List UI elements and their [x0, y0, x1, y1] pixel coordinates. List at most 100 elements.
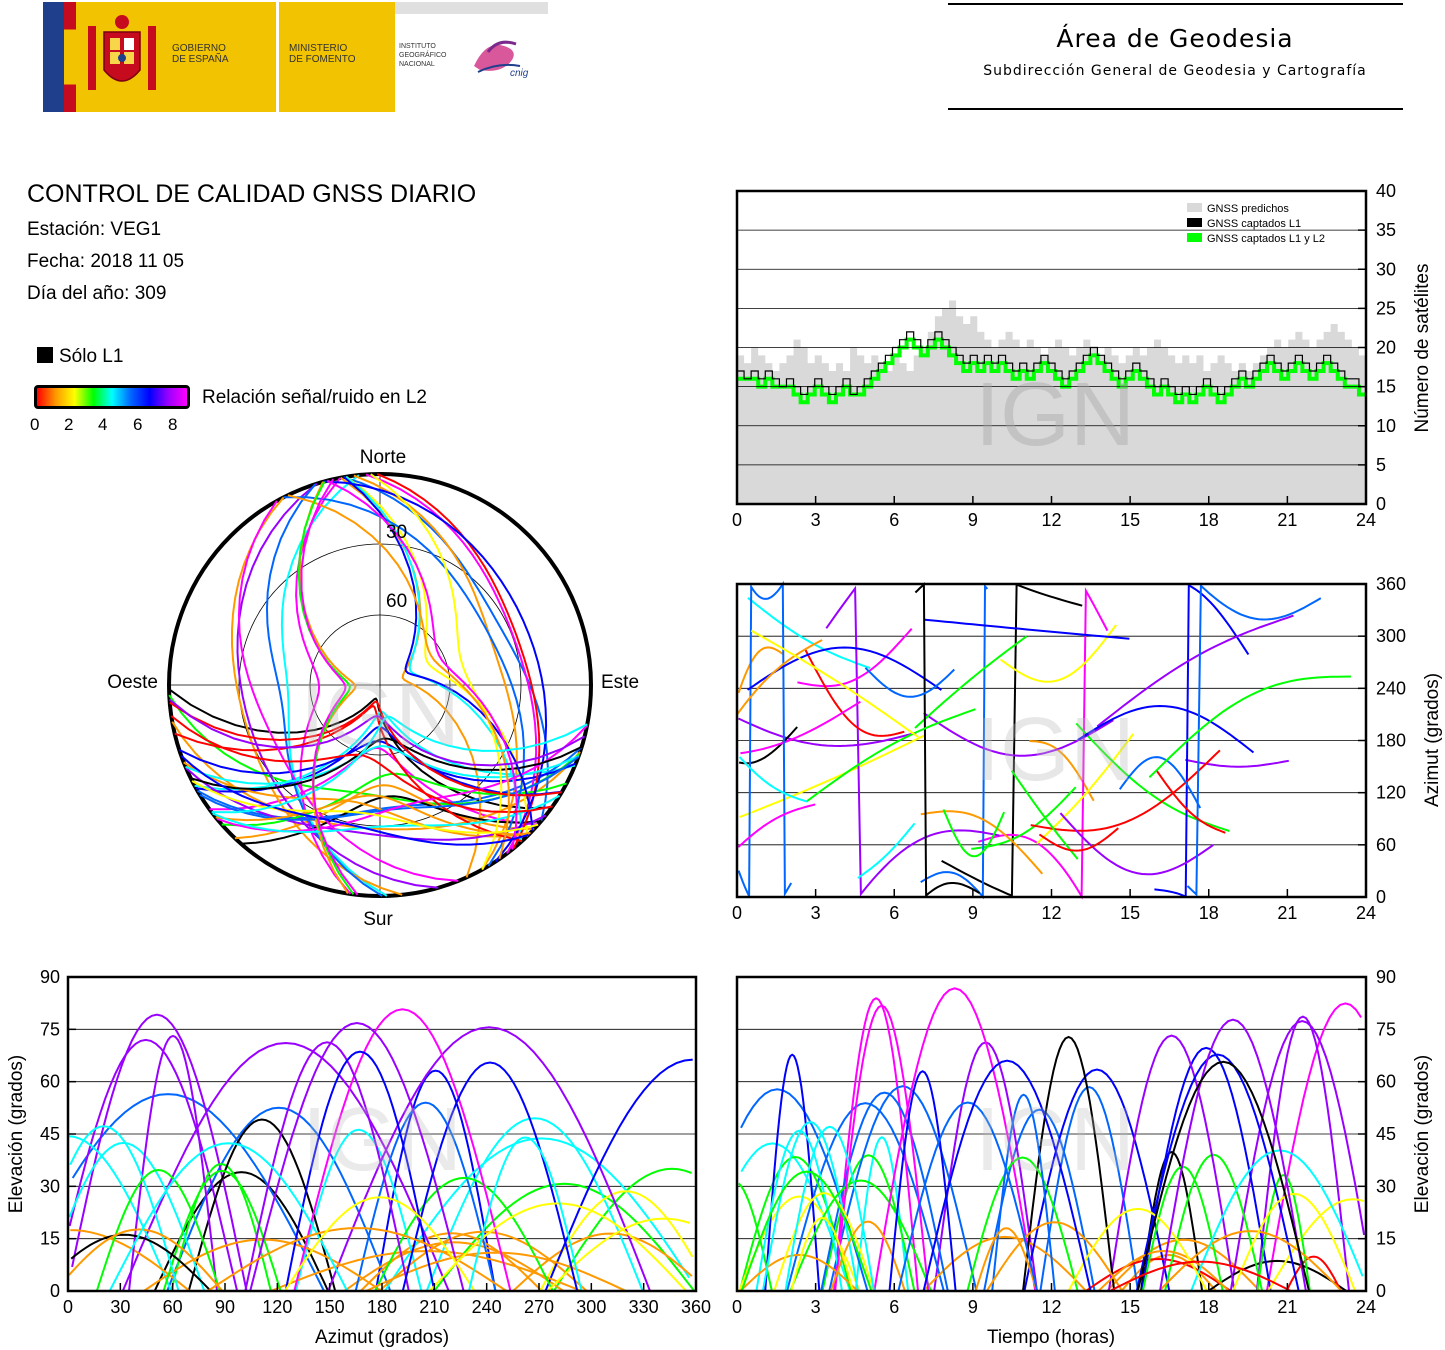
- ministry-name: MINISTERIO DE FOMENTO: [289, 43, 355, 65]
- y-tick-label: 240: [1376, 678, 1406, 698]
- azimuth-track: [857, 822, 916, 879]
- sat-ylabel: Número de satélites: [1412, 264, 1433, 433]
- elevation-time-track: [1067, 1207, 1208, 1292]
- elevation-azimuth-track: [108, 1142, 349, 1292]
- elevation-time-track: [991, 1093, 1056, 1292]
- eu-flag-strip: [43, 2, 64, 112]
- y-tick-label: 20: [1376, 338, 1396, 358]
- x-tick-label: 3: [811, 510, 821, 530]
- elevation-time-track: [784, 1125, 875, 1292]
- x-tick-label: 12: [1041, 510, 1061, 530]
- y-tick-label: 120: [1376, 783, 1406, 803]
- sky-track: [234, 784, 535, 840]
- azimuth-track: [738, 717, 917, 748]
- elevation-time-track: [1107, 1034, 1236, 1292]
- azimuth-track: [806, 708, 976, 803]
- elevation-azimuth-track: [401, 1061, 579, 1292]
- elaz-watermark: IGN: [302, 1090, 462, 1190]
- elevation-time-track: [1255, 1015, 1350, 1292]
- y-tick-label: 40: [1376, 181, 1396, 201]
- azimuth-track: [825, 585, 1000, 897]
- direction-west: Oeste: [107, 672, 158, 693]
- logo-divider: [276, 2, 279, 112]
- sky-track: [370, 473, 503, 870]
- elt-xlabel: Tiempo (horas): [987, 1327, 1115, 1348]
- sky-track: [169, 700, 562, 797]
- elevation-azimuth-track: [166, 1106, 392, 1292]
- elevation-azimuth-track: [365, 1251, 627, 1292]
- ign-line3: NACIONAL: [399, 61, 435, 68]
- x-tick-label: 24: [1356, 510, 1376, 530]
- snr-tick-0: 0: [30, 415, 40, 434]
- elt-y-ticks: 0 15 30 45 60 75 90: [1358, 967, 1396, 1301]
- azimuth-track: [804, 649, 905, 737]
- elevation-time-track: [740, 1170, 873, 1292]
- y-tick-label: 15: [1376, 1229, 1396, 1249]
- series-predicted-area: [737, 300, 1366, 504]
- elevation-azimuth-track: [70, 1229, 191, 1292]
- snr-label: Relación señal/ruido en L2: [202, 387, 427, 408]
- azimuth-track: [1059, 812, 1214, 876]
- snr-tick-8: 8: [168, 415, 178, 434]
- header-top-rule: [948, 3, 1403, 5]
- y-tick-label: 0: [1376, 1281, 1386, 1301]
- sat-series: [737, 300, 1366, 504]
- x-tick-label: 3: [811, 903, 821, 923]
- sky-track: [343, 476, 534, 831]
- elevation-time-track: [1120, 1253, 1217, 1292]
- elevation-time-track: [828, 1085, 978, 1292]
- direction-south: Sur: [363, 909, 393, 930]
- y-tick-label: 10: [1376, 416, 1396, 436]
- sat-legend-l1l2: GNSS captados L1 y L2: [1207, 233, 1325, 245]
- azimuth-track: [941, 583, 1083, 898]
- elevation-time-track: [1136, 1060, 1310, 1292]
- sky-track: [170, 715, 553, 814]
- elaz-tracks: [67, 1008, 696, 1292]
- sat-x-ticks: 0 3 6 9 12 15 18 21 24: [732, 496, 1376, 530]
- elevation-azimuth-track: [128, 1034, 218, 1292]
- az-x-ticks: 0 3 6 9 12 15 18 21 24: [732, 889, 1376, 923]
- sky-track: [168, 698, 586, 767]
- elt-x-ticks: 0 3 6 9 12 15 18 21 24: [732, 1283, 1376, 1317]
- y-tick-label: 25: [1376, 298, 1396, 318]
- x-tick-label: 24: [1356, 903, 1376, 923]
- azimuth-track: [1186, 583, 1322, 897]
- x-tick-label: 0: [732, 510, 742, 530]
- elevation-azimuth-track: [68, 1141, 206, 1292]
- sky-track: [287, 494, 510, 860]
- elevation-azimuth-track: [162, 1169, 282, 1292]
- x-tick-label: 0: [732, 1297, 742, 1317]
- azimuth-track: [737, 803, 816, 848]
- sat-y-ticks: 0 5 10 15 20 25 30 35 40: [1358, 181, 1396, 514]
- series-l1-line: [737, 331, 1366, 396]
- gov-name: GOBIERNO DE ESPAÑA: [172, 43, 229, 65]
- elevation-time-track: [1159, 1018, 1307, 1292]
- x-tick-label: 18: [1199, 1297, 1219, 1317]
- x-tick-label: 330: [629, 1297, 659, 1317]
- x-tick-label: 21: [1277, 903, 1297, 923]
- elevation-time-track: [873, 987, 1037, 1292]
- y-tick-label: 0: [1376, 887, 1386, 907]
- elevation-azimuth-track: [374, 1176, 554, 1292]
- elevation-time-track: [761, 1121, 859, 1292]
- elevation-time-track: [922, 1235, 1087, 1292]
- elevation-azimuth-track: [512, 1232, 693, 1292]
- y-tick-label: 45: [1376, 1124, 1396, 1144]
- elevation-time-track: [1267, 1198, 1365, 1292]
- x-tick-label: 15: [1120, 510, 1140, 530]
- gov-line2: DE ESPAÑA: [172, 54, 229, 65]
- elevation-time-track: [1022, 1035, 1116, 1292]
- y-tick-label: 30: [40, 1176, 60, 1196]
- elevation-time-track: [888, 1070, 957, 1292]
- sky-track: [185, 767, 547, 841]
- x-tick-label: 21: [1277, 1297, 1297, 1317]
- azimuth-track: [747, 646, 942, 691]
- sky-track: [180, 755, 529, 846]
- x-tick-label: 12: [1041, 1297, 1061, 1317]
- y-tick-label: 300: [1376, 626, 1406, 646]
- snr-tick-6: 6: [133, 415, 143, 434]
- elevation-azimuth-track: [249, 1021, 465, 1292]
- azimuth-track: [914, 635, 1028, 729]
- sky-track: [215, 794, 530, 836]
- azimuth-track: [1118, 756, 1202, 809]
